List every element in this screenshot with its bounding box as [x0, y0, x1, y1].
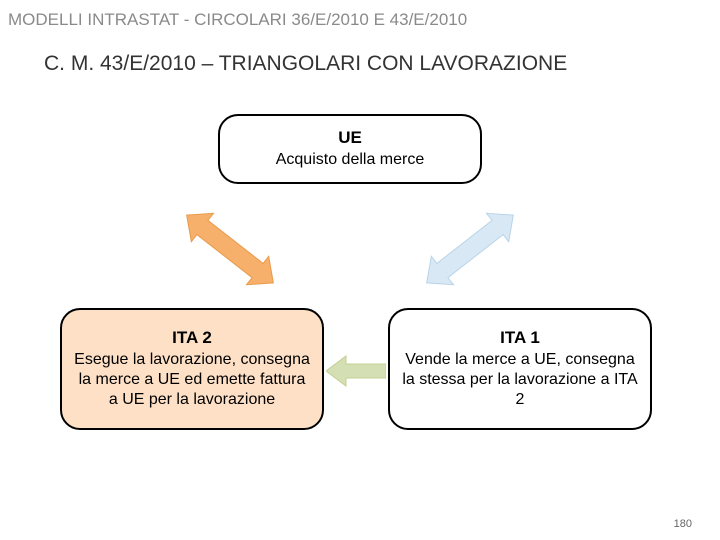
- node-ita1-text: Vende la merce a UE, consegna la stessa …: [400, 350, 640, 410]
- arrow-ue-ita2-shape: [176, 201, 285, 297]
- arrow-ita1-ita2-shape: [326, 356, 386, 386]
- arrow-ita1-ita2: [326, 354, 386, 388]
- node-ita2-text: Esegue la lavorazione, consegna la merce…: [72, 350, 312, 410]
- page-subtitle: C. M. 43/E/2010 – TRIANGOLARI CON LAVORA…: [0, 34, 720, 76]
- page-header: MODELLI INTRASTAT - CIRCOLARI 36/E/2010 …: [0, 0, 720, 34]
- page-number: 180: [674, 518, 692, 530]
- node-ita1-title: ITA 1: [400, 328, 640, 348]
- node-ita2-title: ITA 2: [72, 328, 312, 348]
- arrow-ue-ita2: [160, 194, 300, 304]
- node-ita2: ITA 2 Esegue la lavorazione, consegna la…: [60, 308, 324, 430]
- node-ue-text: Acquisto della merce: [230, 150, 470, 170]
- node-ue-title: UE: [230, 128, 470, 148]
- node-ita1: ITA 1 Vende la merce a UE, consegna la s…: [388, 308, 652, 430]
- flow-diagram: UE Acquisto della merce ITA 2 Esegue la …: [0, 76, 720, 496]
- node-ue: UE Acquisto della merce: [218, 114, 482, 184]
- arrow-ue-ita1-shape: [416, 201, 525, 297]
- arrow-ue-ita1: [400, 194, 540, 304]
